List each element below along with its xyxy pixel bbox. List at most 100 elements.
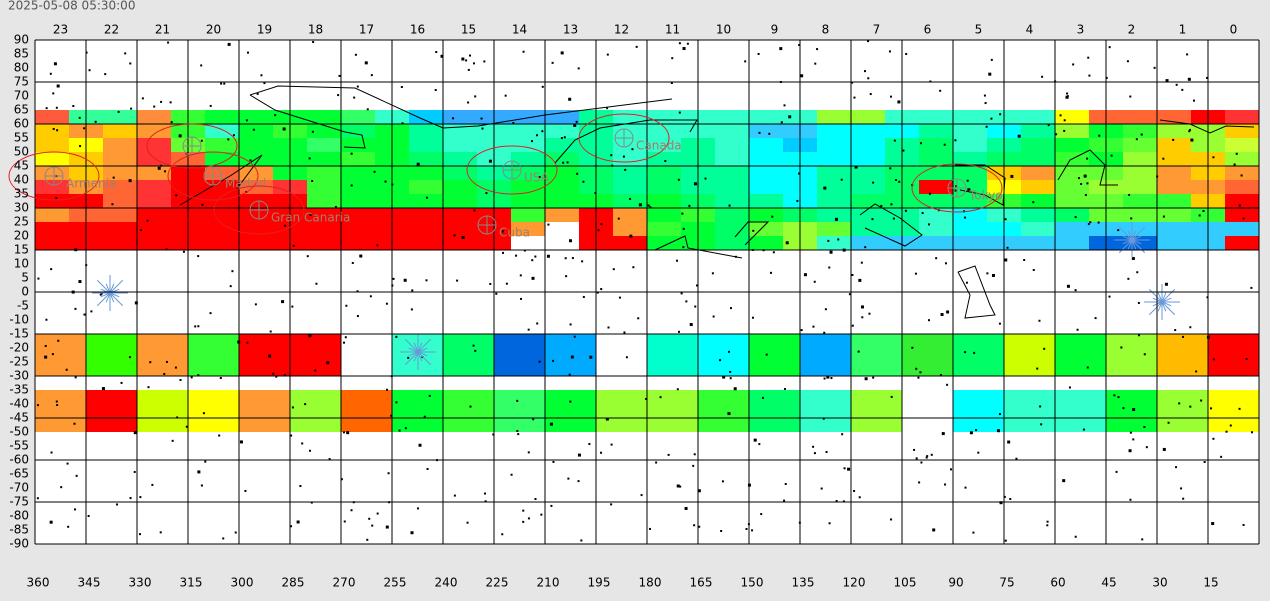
heatmap-cell [35,236,70,251]
star [914,272,917,275]
star [1080,182,1083,185]
star [310,501,313,504]
star [828,522,831,525]
heatmap-cell [698,334,750,376]
hour-label: 2 [1128,23,1136,37]
star [680,292,683,295]
star [851,81,854,84]
star [1233,163,1236,166]
heatmap-cell [307,194,342,209]
star [165,248,168,251]
star [1132,408,1136,412]
star [515,254,518,257]
heatmap-cell [137,110,172,125]
heatmap-cell [341,236,376,251]
star [1108,295,1111,298]
heatmap-cell [409,180,444,195]
star [918,481,921,484]
radiant-burst [1131,230,1137,241]
star [504,94,507,97]
star [1007,440,1011,444]
star [589,355,593,359]
heatmap-cell [919,208,954,223]
star [130,107,133,110]
location-label: Gran Canaria [271,211,350,225]
star [1065,95,1069,99]
star [964,216,967,219]
star [425,279,428,282]
heatmap-cell [851,390,903,432]
star [941,432,945,436]
radiant-burst [408,351,419,357]
heatmap-cell [409,166,444,181]
star [527,451,530,454]
heatmap-cell [1055,124,1090,139]
heatmap-cell [647,208,682,223]
star [720,529,723,532]
ra-label: 315 [180,576,203,590]
star [712,315,715,318]
star [655,461,658,464]
star [1242,217,1245,220]
star [1162,215,1165,218]
star [1189,128,1192,131]
radiant-burst [1131,235,1142,241]
star [823,186,827,190]
star [538,175,541,178]
ra-label: 195 [588,576,611,590]
star [395,401,398,404]
star [568,373,571,376]
heatmap-cell [1157,390,1209,432]
star [678,111,681,114]
star [197,255,200,258]
star [484,500,487,503]
heatmap-cell [137,138,172,153]
star [990,117,993,120]
star [1004,218,1007,221]
star [570,355,574,359]
heatmap-cell [409,152,444,167]
star [757,52,760,55]
star [185,425,188,428]
star [638,203,642,207]
star [1181,88,1184,91]
star [1126,60,1129,63]
star [1066,284,1070,288]
constellation-line [957,265,996,319]
constellation-line [1159,119,1255,134]
star [600,451,603,454]
star [915,367,918,370]
star [670,82,673,85]
star [967,188,971,192]
star [698,525,701,528]
star [612,268,615,271]
star [1117,229,1120,232]
radiant-burst [417,351,428,357]
star [296,520,300,524]
star [816,48,819,51]
star [926,455,929,458]
hour-label: 13 [563,23,578,37]
star [481,127,484,130]
star [246,51,249,54]
dec-label: -80 [9,509,29,523]
dec-label: -70 [9,481,29,495]
location-label: USA [524,171,550,185]
heatmap-cell [851,124,886,139]
dec-label: 35 [14,187,29,201]
star [536,322,539,325]
location-crosshair [615,129,633,147]
star [863,70,866,73]
star [139,496,142,499]
range-ellipse [167,151,259,201]
heatmap-cell [613,180,648,195]
star [283,374,286,377]
dec-label: 70 [14,89,29,103]
star [536,134,539,137]
radiant-burst [408,347,419,353]
heatmap-cell [715,236,750,251]
heatmap-cell [443,180,478,195]
hour-label: 18 [308,23,323,37]
star [395,335,398,338]
